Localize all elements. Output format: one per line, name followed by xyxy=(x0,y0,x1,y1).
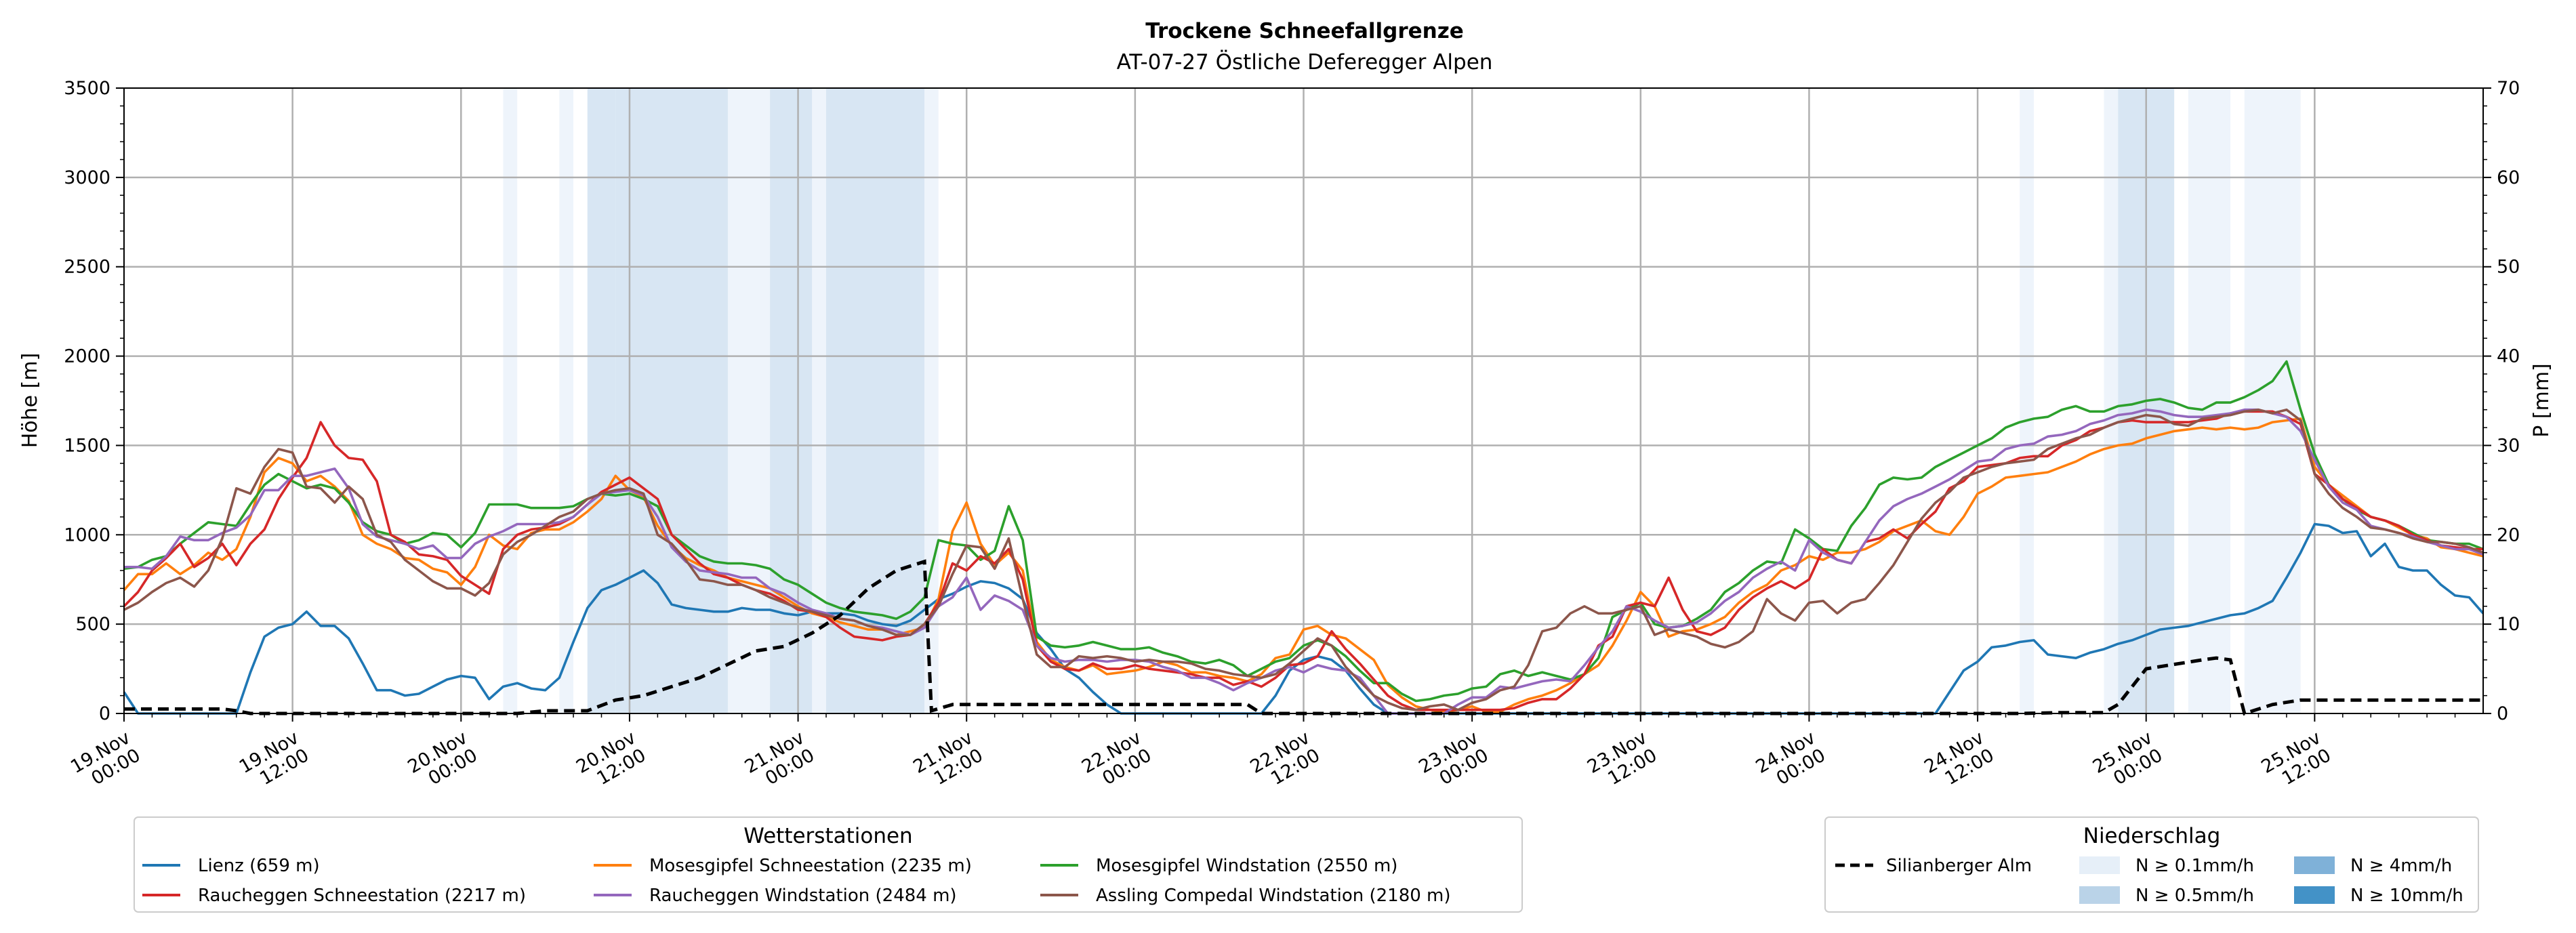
legend-precip-label-3: N ≥ 10mm/h xyxy=(2350,886,2463,906)
precipitation-bands xyxy=(503,88,2301,713)
y-tick-label-6: 3000 xyxy=(64,167,110,188)
precip-band-1 xyxy=(559,88,574,713)
legend-precip-title: Niederschlag xyxy=(2083,824,2221,848)
precip-band-2 xyxy=(587,88,616,713)
y2-tick-label-6: 60 xyxy=(2497,167,2520,188)
legend-precipitation: Niederschlag Silianberger Alm N ≥ 0.1mm/… xyxy=(1824,816,2479,913)
precip-band-6 xyxy=(812,88,827,713)
y-tick-label-7: 3500 xyxy=(64,78,110,99)
y2-tick-label-1: 10 xyxy=(2497,614,2520,635)
chart-subtitle: AT-07-27 Östliche Deferegger Alpen xyxy=(1117,49,1493,75)
precip-band-12 xyxy=(2188,88,2231,713)
legend-precip-swatch-0 xyxy=(2079,856,2120,874)
y2-tick-label-3: 30 xyxy=(2497,435,2520,456)
legend-label-2: Mosesgipfel Windstation (2550 m) xyxy=(1096,856,1397,876)
legend-precip-swatch-1 xyxy=(2079,886,2120,904)
y-axis-label: Höhe [m] xyxy=(18,353,42,449)
legend-precip-label-0: N ≥ 0.1mm/h xyxy=(2135,856,2254,876)
precip-band-5 xyxy=(770,88,813,713)
precip-band-0 xyxy=(503,88,518,713)
y-tick-label-3: 1500 xyxy=(64,435,110,456)
legend-label-1: Mosesgipfel Schneestation (2235 m) xyxy=(649,856,972,876)
series-line-2 xyxy=(123,360,2484,703)
legend-precip-line-label: Silianberger Alm xyxy=(1886,856,2032,876)
y2-tick-label-4: 40 xyxy=(2497,346,2520,367)
legend-precip-label-1: N ≥ 0.5mm/h xyxy=(2135,886,2254,906)
legend-label-5: Assling Compedal Windstation (2180 m) xyxy=(1096,886,1451,906)
grid-lines xyxy=(124,88,2483,713)
precip-band-13 xyxy=(2244,88,2301,713)
legend-stations-title: Wetterstationen xyxy=(743,824,912,848)
precip-band-3 xyxy=(615,88,728,713)
y-tick-label-1: 500 xyxy=(75,614,110,635)
precip-line xyxy=(124,559,2483,716)
y-tick-label-5: 2500 xyxy=(64,257,110,278)
series-line-5 xyxy=(123,408,2484,711)
series-line-4 xyxy=(124,408,2484,715)
legend-label-4: Raucheggen Windstation (2484 m) xyxy=(649,886,957,906)
legend-precip-swatch-2 xyxy=(2294,856,2335,874)
y-tick-label-0: 0 xyxy=(99,703,110,724)
y2-tick-label-7: 70 xyxy=(2497,78,2520,99)
chart-title: Trockene Schneefallgrenze xyxy=(1145,19,1464,43)
legend-label-0: Lienz (659 m) xyxy=(198,856,320,876)
y2-tick-label-0: 0 xyxy=(2497,703,2508,724)
legend-precip-label-2: N ≥ 4mm/h xyxy=(2350,856,2452,876)
precipitation-line xyxy=(124,559,2483,716)
station-series xyxy=(123,360,2485,715)
legend-precip-swatch-3 xyxy=(2294,886,2335,904)
y-tick-label-4: 2000 xyxy=(64,346,110,367)
precip-band-9 xyxy=(2020,88,2034,713)
y-tick-label-2: 1000 xyxy=(64,524,110,545)
y2-tick-label-2: 20 xyxy=(2497,524,2520,545)
precip-band-4 xyxy=(727,88,771,713)
precip-band-10 xyxy=(2104,88,2119,713)
series-line-3 xyxy=(123,410,2483,711)
y2-axis-label: P [mm] xyxy=(2530,363,2554,437)
legend-label-3: Raucheggen Schneestation (2217 m) xyxy=(198,886,526,906)
series-line-1 xyxy=(123,417,2484,713)
y2-tick-label-5: 50 xyxy=(2497,257,2520,278)
legend-stations: Wetterstationen Lienz (659 m) Mosesgipfel… xyxy=(134,816,1523,913)
